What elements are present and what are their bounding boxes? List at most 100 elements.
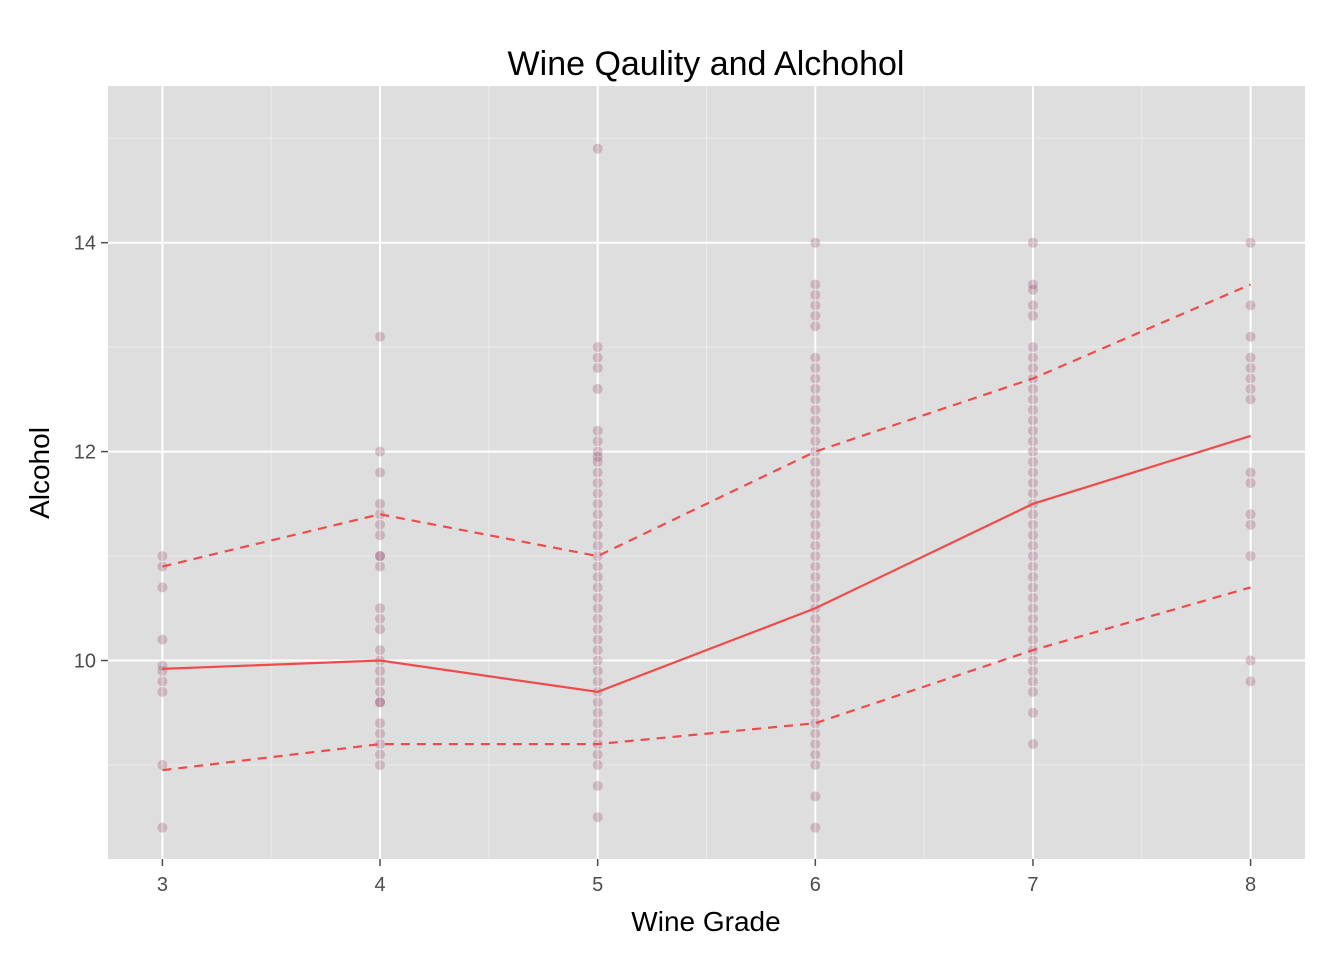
data-point: [810, 718, 821, 729]
data-point: [157, 686, 168, 697]
data-point: [1245, 551, 1256, 562]
data-point: [592, 530, 603, 541]
data-point: [1027, 561, 1038, 572]
data-point: [810, 310, 821, 321]
data-point: [1027, 519, 1038, 530]
data-point: [1245, 373, 1256, 384]
data-point: [810, 665, 821, 676]
data-point: [592, 477, 603, 488]
data-point: [1245, 467, 1256, 478]
data-point: [375, 665, 386, 676]
data-point: [810, 467, 821, 478]
data-point: [592, 759, 603, 770]
data-point: [810, 561, 821, 572]
data-point: [1027, 284, 1038, 295]
x-tick-label: 8: [1245, 874, 1256, 896]
data-point: [592, 540, 603, 551]
data-point: [810, 373, 821, 384]
mean-line: [162, 434, 1251, 693]
data-point: [1027, 707, 1038, 718]
data-point: [375, 676, 386, 687]
data-point: [157, 676, 168, 687]
data-point: [1245, 352, 1256, 363]
data-point: [1027, 551, 1038, 562]
data-point: [810, 540, 821, 551]
quantile-line: [162, 586, 1251, 772]
data-point: [1027, 457, 1038, 468]
data-point: [810, 676, 821, 687]
data-point: [592, 676, 603, 687]
x-tick-label: 4: [374, 874, 385, 896]
data-point: [810, 634, 821, 645]
y-axis-title: Alcohol: [24, 427, 55, 519]
data-point: [1027, 603, 1038, 614]
data-point: [1027, 624, 1038, 635]
data-point: [375, 446, 386, 457]
data-point: [592, 613, 603, 624]
data-point: [592, 436, 603, 447]
data-point: [592, 728, 603, 739]
data-point: [375, 697, 386, 708]
data-point: [810, 425, 821, 436]
data-point: [1027, 425, 1038, 436]
data-point: [810, 645, 821, 656]
data-point: [810, 519, 821, 530]
data-point: [1027, 540, 1038, 551]
data-point: [810, 759, 821, 770]
data-point: [592, 488, 603, 499]
x-tick-label: 7: [1027, 874, 1038, 896]
data-point: [375, 498, 386, 509]
data-point: [1027, 237, 1038, 248]
y-tick-label: 14: [74, 233, 96, 255]
data-point: [592, 749, 603, 760]
chart-title: Wine Qaulity and Alchohol: [508, 45, 905, 83]
data-point: [1027, 404, 1038, 415]
data-point: [1027, 415, 1038, 426]
data-point: [592, 498, 603, 509]
data-point: [592, 655, 603, 666]
data-point: [592, 582, 603, 593]
quantile-line: [162, 283, 1252, 568]
data-point: [1027, 342, 1038, 353]
data-point: [1027, 582, 1038, 593]
data-point: [810, 498, 821, 509]
data-point: [810, 446, 821, 457]
data-point: [810, 707, 821, 718]
data-point: [592, 363, 603, 374]
data-point: [810, 457, 821, 468]
data-point: [375, 728, 386, 739]
data-point: [375, 603, 386, 614]
data-point: [375, 739, 386, 750]
data-point: [810, 655, 821, 666]
data-point: [810, 477, 821, 488]
x-tick-label: 6: [810, 874, 821, 896]
data-point: [1027, 686, 1038, 697]
data-point: [810, 383, 821, 394]
data-point: [375, 718, 386, 729]
data-point: [810, 300, 821, 311]
data-point: [810, 728, 821, 739]
data-point: [1027, 509, 1038, 520]
data-point: [1027, 592, 1038, 603]
data-point: [810, 582, 821, 593]
data-point: [592, 509, 603, 520]
data-point: [1245, 383, 1256, 394]
data-point: [592, 519, 603, 530]
data-point: [592, 571, 603, 582]
data-point: [1027, 488, 1038, 499]
data-point: [1245, 363, 1256, 374]
data-point: [1027, 446, 1038, 457]
data-point: [375, 759, 386, 770]
data-point: [1027, 739, 1038, 750]
data-point: [592, 603, 603, 614]
data-point: [810, 289, 821, 300]
data-point: [810, 436, 821, 447]
data-point: [810, 624, 821, 635]
data-point: [375, 331, 386, 342]
data-point: [810, 686, 821, 697]
data-point: [810, 697, 821, 708]
data-point: [1027, 436, 1038, 447]
data-point: [592, 467, 603, 478]
x-tick-label: 3: [157, 874, 168, 896]
data-point: [375, 686, 386, 697]
